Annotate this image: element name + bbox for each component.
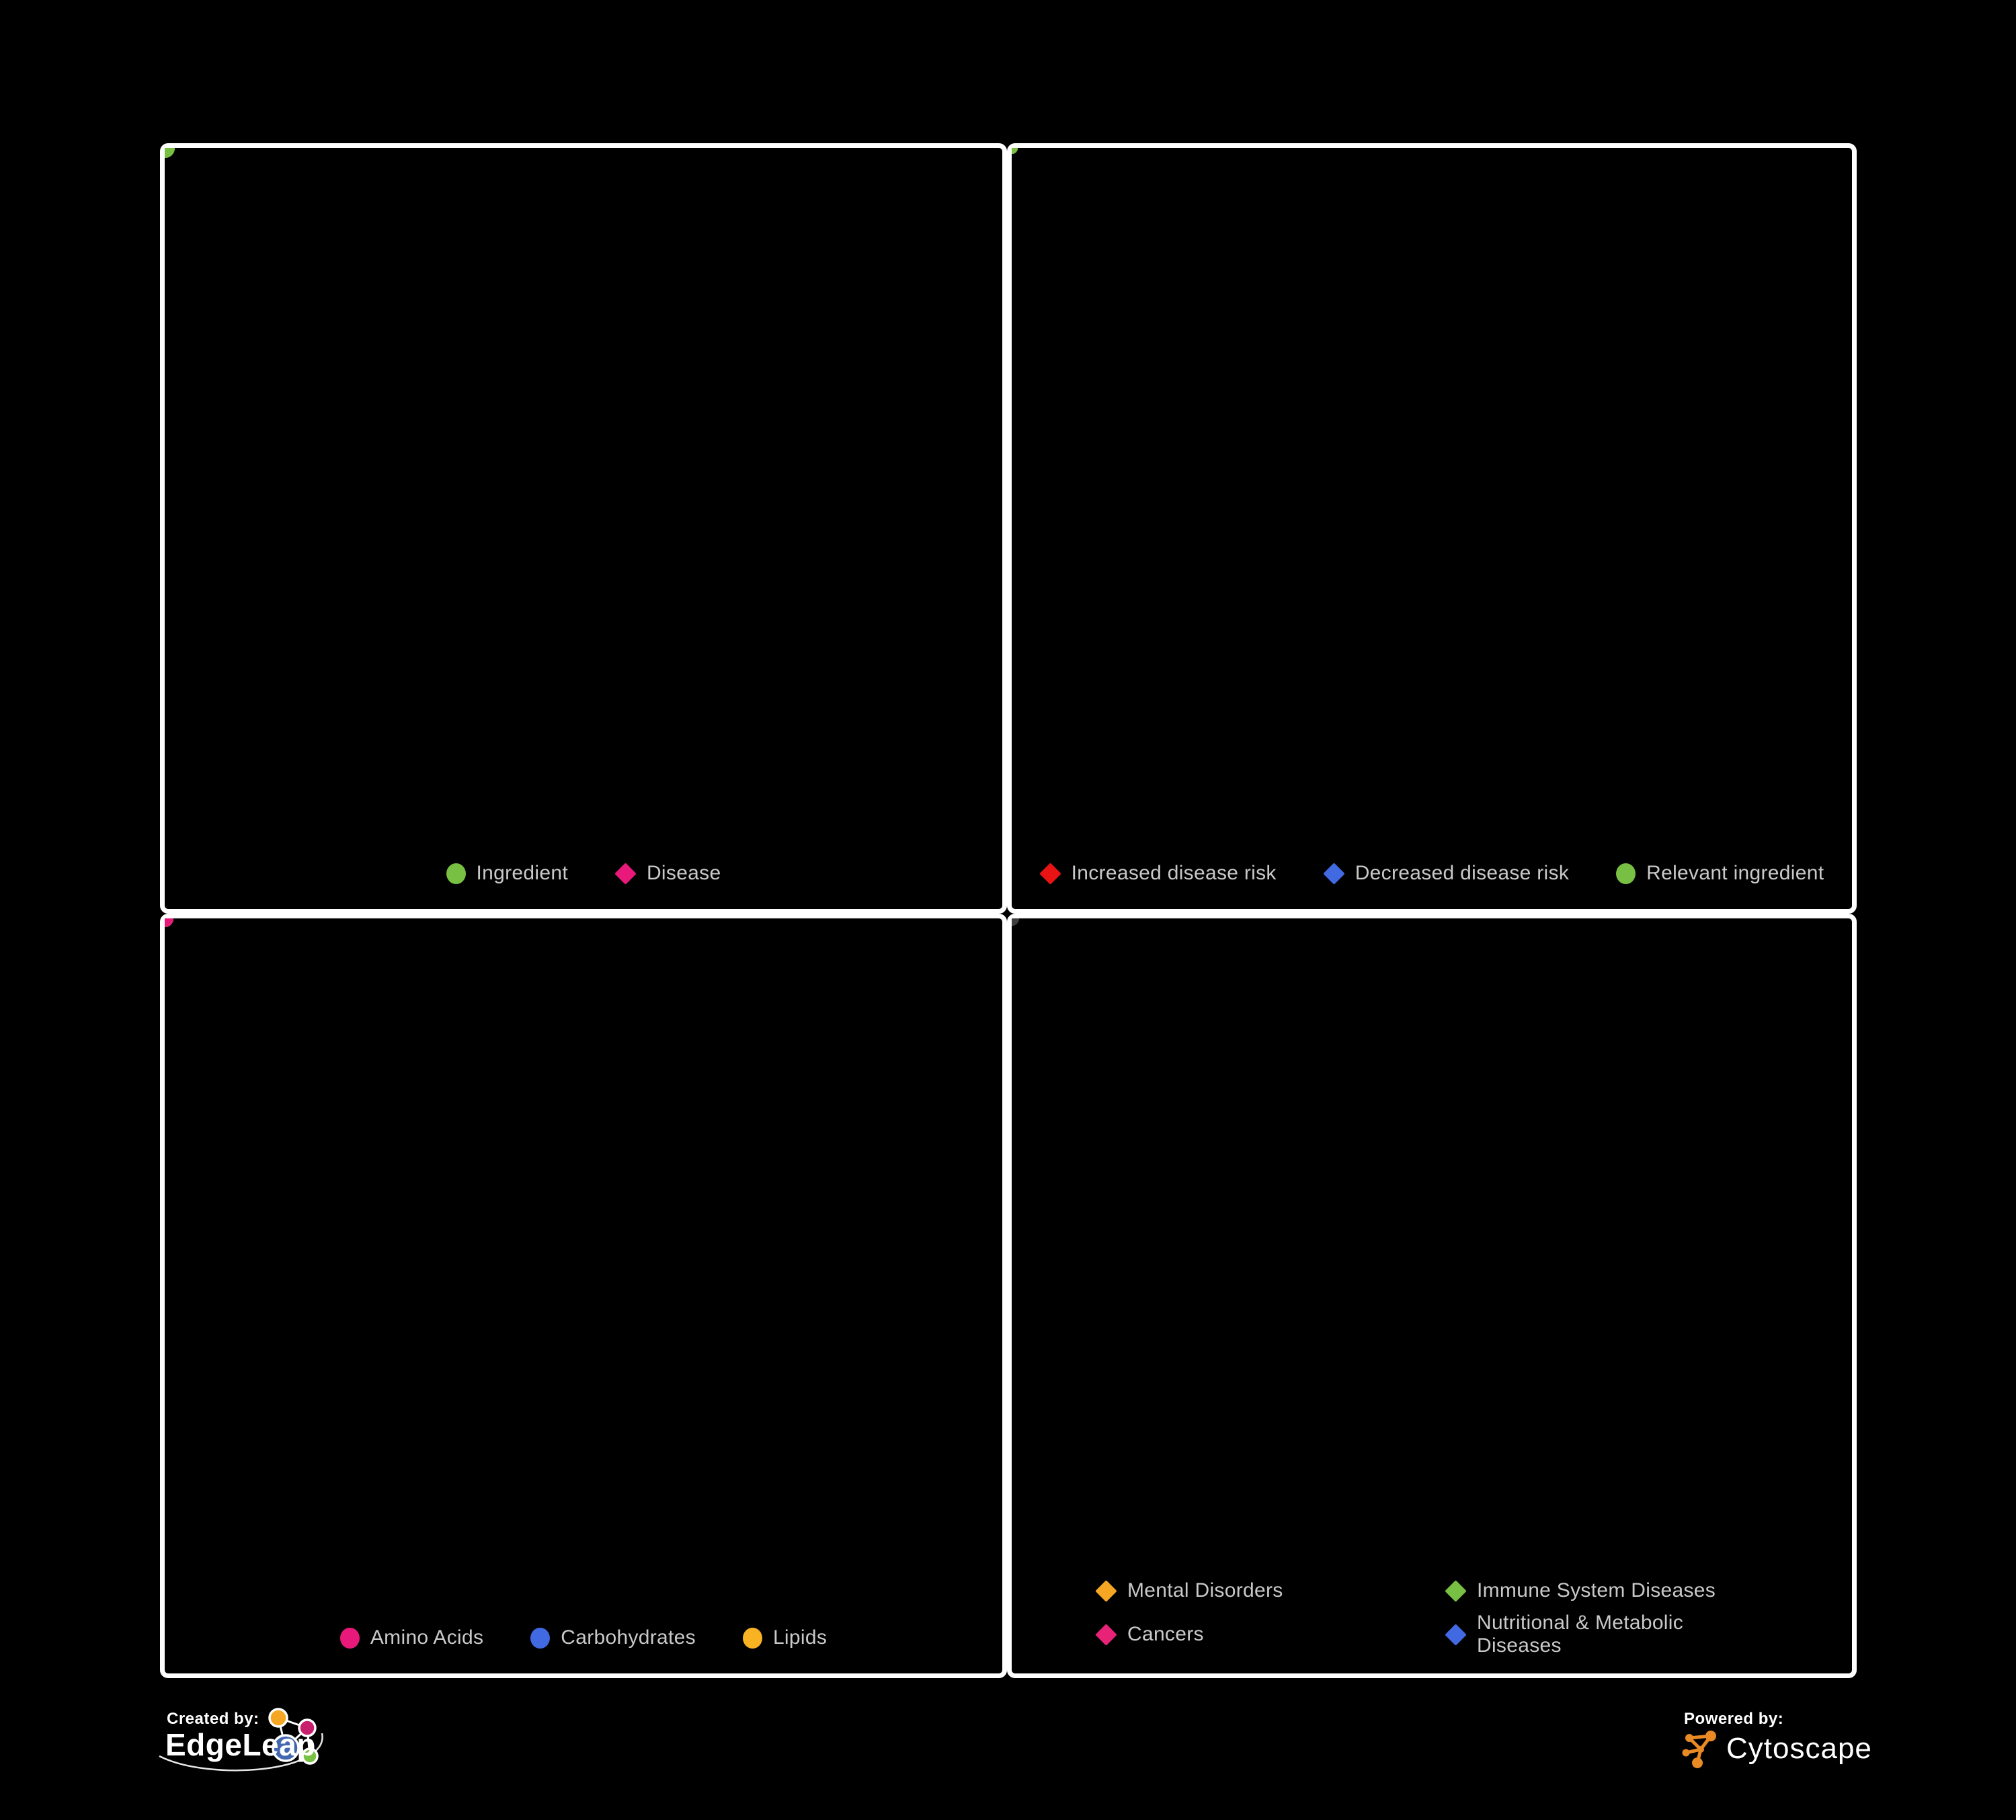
legend-ingredient-disease: Ingredient Disease <box>165 862 1002 885</box>
legend-label-mental-disorders: Mental Disorders <box>1127 1579 1283 1601</box>
legend-row: Increased disease risk Decreased disease … <box>1039 862 1824 885</box>
legend-diamond-marker-disease <box>614 862 637 885</box>
legend-item-increased-disease-risk: Increased disease risk <box>1039 862 1277 885</box>
legend-item-ingredient: Ingredient <box>446 862 568 885</box>
legend-item-carbohydrates: Carbohydrates <box>530 1626 696 1649</box>
legend-row: Mental Disorders Immune System Diseases <box>1095 1579 1768 1602</box>
panel-nutrient-class-network: Amino Acids Carbohydrates Lipids <box>160 914 1007 1678</box>
highlight-node <box>165 918 170 924</box>
legend-item-amino-acids: Amino Acids <box>339 1626 484 1649</box>
legend-row: Amino Acids Carbohydrates Lipids <box>339 1626 828 1649</box>
legend-item-cancers: Cancers <box>1095 1623 1418 1646</box>
legend-label-nutritional-metabolic-diseases: Nutritional & Metabolic Diseases <box>1477 1612 1684 1657</box>
legend-circle-marker-carbohydrates <box>530 1627 551 1649</box>
created-by-label: Created by: <box>167 1710 259 1728</box>
panel-ingredient-disease-network: Ingredient Disease <box>160 143 1007 914</box>
cytoscape-logo-icon <box>1682 1731 1716 1768</box>
legend-label-lipids: Lipids <box>772 1626 828 1649</box>
legend-label-decreased-disease-risk: Decreased disease risk <box>1355 862 1570 884</box>
legend-item-mental-disorders: Mental Disorders <box>1095 1579 1418 1602</box>
legend-label-disease: Disease <box>646 862 721 884</box>
legend-label-relevant-ingredient: Relevant ingredient <box>1646 862 1824 884</box>
legend-diamond-marker-decreased-disease-risk <box>1322 862 1345 885</box>
legend-label-cancers: Cancers <box>1127 1623 1204 1645</box>
network-node <box>165 148 169 153</box>
legend-diamond-marker-cancers <box>1095 1623 1117 1646</box>
panel-disease-risk-network: Increased disease risk Decreased disease … <box>1007 143 1857 914</box>
legend-row: Ingredient Disease <box>446 862 721 885</box>
legend-circle-marker-amino-acids <box>339 1627 360 1649</box>
network-node <box>1012 918 1016 922</box>
legend-item-relevant-ingredient: Relevant ingredient <box>1616 862 1824 885</box>
network-view-disease-class <box>1012 918 1852 1673</box>
legend-row: Cancers Nutritional & Metabolic Diseases <box>1095 1612 1768 1657</box>
network-view-ingredient-disease <box>165 148 1002 909</box>
legend-label-increased-disease-risk: Increased disease risk <box>1071 862 1277 884</box>
legend-item-decreased-disease-risk: Decreased disease risk <box>1322 862 1570 885</box>
edgeleap-brand-name: EdgeLeap <box>165 1727 316 1762</box>
legend-diamond-marker-mental-disorders <box>1095 1579 1117 1602</box>
legend-circle-marker-ingredient <box>446 863 466 884</box>
network-svg-disease-risk <box>1012 148 1018 154</box>
edgeleap-logo-icon <box>159 1708 323 1772</box>
legend-label-amino-acids: Amino Acids <box>370 1626 484 1649</box>
legend-circle-marker-relevant-ingredient <box>1616 863 1636 884</box>
network-svg-disease-class <box>1012 918 1019 926</box>
panel-disease-class-network: Mental Disorders Immune System Diseases Ca… <box>1007 914 1857 1678</box>
cytoscape-brand-name: Cytoscape <box>1726 1732 1872 1765</box>
legend-item-nutritional-metabolic-diseases: Nutritional & Metabolic Diseases <box>1445 1612 1768 1657</box>
legend-label-ingredient: Ingredient <box>476 862 568 884</box>
legend-label-immune-system-diseases: Immune System Diseases <box>1477 1579 1716 1601</box>
network-view-disease-risk <box>1012 148 1852 909</box>
powered-by-label: Powered by: <box>1684 1710 1784 1728</box>
legend-item-disease: Disease <box>614 862 721 885</box>
legend-diamond-marker-nutritional-metabolic-diseases <box>1445 1623 1467 1646</box>
legend-diamond-marker-increased-disease-risk <box>1039 862 1061 885</box>
legend-nutrient-class: Amino Acids Carbohydrates Lipids <box>165 1626 1002 1649</box>
network-view-nutrient-class <box>165 918 1002 1673</box>
legend-diamond-marker-immune-system-diseases <box>1445 1579 1467 1602</box>
legend-item-immune-system-diseases: Immune System Diseases <box>1445 1579 1768 1602</box>
network-svg-nutrient-class <box>165 918 173 927</box>
network-svg-ingredient-disease <box>165 148 175 158</box>
legend-circle-marker-lipids <box>742 1627 762 1649</box>
legend-disease-risk: Increased disease risk Decreased disease … <box>1012 862 1852 885</box>
legend-item-lipids: Lipids <box>742 1626 828 1649</box>
highlight-node <box>1012 148 1018 154</box>
legend-label-carbohydrates: Carbohydrates <box>561 1626 696 1649</box>
legend-disease-class: Mental Disorders Immune System Diseases Ca… <box>1012 1579 1852 1657</box>
